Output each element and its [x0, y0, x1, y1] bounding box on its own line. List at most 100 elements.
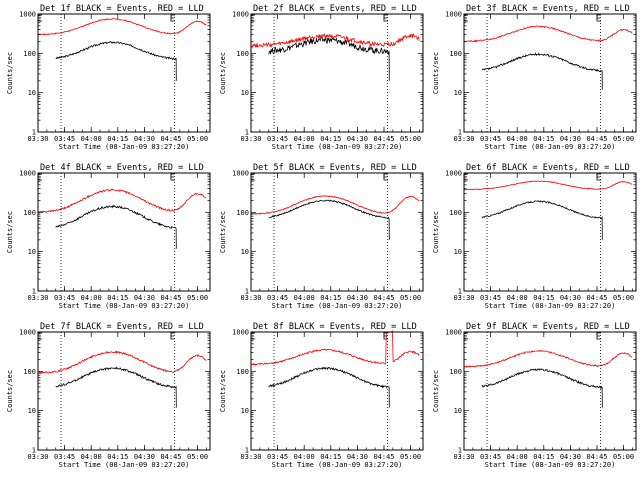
plot-frame — [250, 172, 424, 292]
y-tick-label: 1 — [32, 288, 36, 296]
y-tick-label: 10 — [454, 89, 462, 97]
x-tick-label: 03:45 — [480, 294, 501, 302]
panel-det-9: Det 9f BLACK = Events, RED = LLD 1 10 100 10… — [432, 322, 637, 469]
x-tick-label: 03:45 — [480, 453, 501, 461]
x-tick-label: 04:15 — [533, 135, 554, 143]
y-axis-label: Counts/sec — [6, 52, 14, 94]
x-tick-label: 03:45 — [267, 135, 288, 143]
panel-title: Det 7f BLACK = Events, RED = LLD — [40, 322, 204, 332]
y-tick-label: 10 — [241, 248, 249, 256]
x-tick-label: 05:00 — [613, 453, 634, 461]
y-tick-label: 100 — [23, 209, 36, 217]
x-axis-label: Start Time (08-Jan-09 03:27:20) — [485, 302, 616, 310]
x-axis-label: Start Time (08-Jan-09 03:27:20) — [272, 302, 403, 310]
series-line-lld — [250, 32, 420, 49]
y-tick-label: 1000 — [232, 329, 249, 337]
x-tick-label: 04:15 — [533, 453, 554, 461]
panel-det-4: Det 4f BLACK = Events, RED = LLD 1 10 100 10… — [6, 163, 211, 310]
y-tick-label: 10 — [28, 89, 36, 97]
y-tick-label: 100 — [23, 368, 36, 376]
series-line-lld — [463, 25, 633, 43]
series-line-lld — [37, 18, 207, 36]
x-tick-label: 03:30 — [453, 294, 474, 302]
x-tick-label: 04:30 — [347, 294, 368, 302]
x-tick-label: 03:45 — [267, 453, 288, 461]
x-tick-label: 05:00 — [187, 294, 208, 302]
series-line-lld — [463, 180, 633, 191]
x-axis-label: Start Time (08-Jan-09 03:27:20) — [272, 143, 403, 151]
panel-title: Det 2f BLACK = Events, RED = LLD — [253, 4, 417, 14]
series-line-events — [55, 204, 177, 249]
x-tick-label: 04:00 — [294, 294, 315, 302]
panel-det-1: Det 1f BLACK = Events, RED = LLD 1 10 100 10… — [6, 4, 211, 151]
x-tick-label: 05:00 — [400, 294, 421, 302]
x-tick-label: 04:00 — [294, 453, 315, 461]
series-line-lld — [463, 350, 633, 368]
panel-title: Det 4f BLACK = Events, RED = LLD — [40, 163, 204, 173]
y-tick-label: 1000 — [19, 329, 36, 337]
y-tick-label: 100 — [236, 50, 249, 58]
y-tick-label: 1 — [458, 288, 462, 296]
y-tick-label: 1000 — [445, 329, 462, 337]
y-tick-label: 1000 — [445, 170, 462, 178]
x-axis-label: Start Time (08-Jan-09 03:27:20) — [272, 461, 403, 469]
panel-title: Det 5f BLACK = Events, RED = LLD — [253, 163, 417, 173]
x-tick-label: 04:45 — [373, 135, 394, 143]
y-tick-label: 10 — [454, 407, 462, 415]
x-tick-label: 04:15 — [533, 294, 554, 302]
x-tick-label: 03:30 — [453, 135, 474, 143]
x-tick-label: 05:00 — [187, 453, 208, 461]
panel-title: Det 9f BLACK = Events, RED = LLD — [466, 322, 630, 332]
x-tick-label: 03:30 — [27, 135, 48, 143]
y-tick-label: 100 — [236, 209, 249, 217]
y-tick-label: 1 — [458, 447, 462, 455]
y-tick-label: 10 — [241, 89, 249, 97]
y-tick-label: 1 — [32, 129, 36, 137]
x-tick-label: 03:30 — [240, 453, 261, 461]
series-line-lld — [37, 188, 207, 214]
plot-frame — [250, 13, 424, 133]
panel-title: Det 1f BLACK = Events, RED = LLD — [40, 4, 204, 14]
x-tick-label: 04:30 — [560, 453, 581, 461]
y-tick-label: 1 — [245, 447, 249, 455]
series-line-events — [268, 199, 390, 240]
y-tick-label: 100 — [449, 209, 462, 217]
plot-frame — [37, 331, 211, 451]
x-tick-label: 04:45 — [160, 453, 181, 461]
y-tick-label: 10 — [28, 248, 36, 256]
y-axis-label: Counts/sec — [432, 211, 440, 253]
x-tick-label: 04:30 — [134, 135, 155, 143]
y-tick-label: 1 — [458, 129, 462, 137]
y-axis-label: Counts/sec — [432, 52, 440, 94]
x-tick-label: 04:15 — [320, 294, 341, 302]
y-axis-label: Counts/sec — [219, 52, 227, 94]
series-line-lld — [250, 195, 420, 215]
y-tick-label: 100 — [449, 368, 462, 376]
x-tick-label: 04:15 — [107, 135, 128, 143]
x-tick-label: 05:00 — [400, 135, 421, 143]
panel-title: Det 8f BLACK = Events, RED = LLD — [253, 322, 417, 332]
y-tick-label: 1000 — [445, 11, 462, 19]
panel-det-7: Det 7f BLACK = Events, RED = LLD 1 10 100 10… — [6, 322, 211, 469]
y-tick-label: 100 — [236, 368, 249, 376]
y-tick-label: 100 — [449, 50, 462, 58]
x-tick-label: 03:45 — [480, 135, 501, 143]
series-line-events — [481, 200, 603, 240]
series-line-events — [481, 368, 603, 408]
x-tick-label: 03:45 — [54, 294, 75, 302]
panel-det-6: Det 6f BLACK = Events, RED = LLD 1 10 100 10… — [432, 163, 637, 310]
x-axis-label: Start Time (08-Jan-09 03:27:20) — [59, 143, 190, 151]
x-axis-label: Start Time (08-Jan-09 03:27:20) — [59, 302, 190, 310]
x-tick-label: 05:00 — [187, 135, 208, 143]
panel-det-5: Det 5f BLACK = Events, RED = LLD 1 10 100 10… — [219, 163, 424, 310]
series-line-events — [268, 366, 390, 408]
x-axis-label: Start Time (08-Jan-09 03:27:20) — [485, 143, 616, 151]
plot-frame — [250, 331, 424, 451]
x-tick-label: 04:00 — [81, 135, 102, 143]
x-tick-label: 05:00 — [613, 294, 634, 302]
plot-frame — [37, 172, 211, 292]
y-tick-label: 10 — [241, 407, 249, 415]
panel-title: Det 3f BLACK = Events, RED = LLD — [466, 4, 630, 14]
y-tick-label: 1 — [32, 447, 36, 455]
